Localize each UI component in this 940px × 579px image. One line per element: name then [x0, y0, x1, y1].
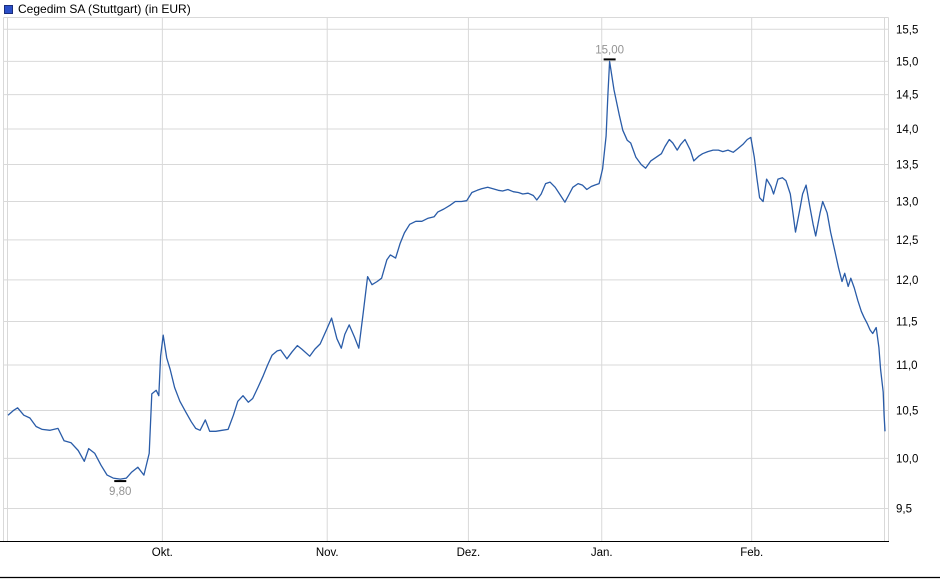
x-month-label: Nov.: [316, 547, 339, 559]
low-value-label: 9,80: [109, 486, 131, 498]
y-tick-label: 15,0: [896, 56, 918, 68]
y-tick-label: 10,5: [896, 406, 918, 418]
y-tick-label: 14,5: [896, 90, 918, 102]
chart-title: Cegedim SA (Stuttgart) (in EUR): [18, 2, 191, 16]
y-tick-label: 13,0: [896, 196, 918, 208]
x-month-label: Okt.: [152, 547, 173, 559]
y-tick-label: 12,5: [896, 235, 918, 247]
x-month-label: Feb.: [740, 547, 763, 559]
high-value-label: 15,00: [595, 44, 624, 56]
y-tick-label: 11,0: [896, 360, 918, 372]
price-line: [7, 60, 886, 480]
x-month-label: Dez.: [457, 547, 481, 559]
y-tick-label: 15,5: [896, 24, 918, 36]
y-tick-label: 11,5: [896, 316, 918, 328]
legend-marker-icon: [4, 4, 13, 14]
x-month-label: Jan.: [591, 547, 613, 559]
chart-header: Cegedim SA (Stuttgart) (in EUR): [4, 2, 191, 16]
y-tick-label: 13,5: [896, 160, 918, 172]
y-tick-label: 14,0: [896, 124, 918, 136]
y-tick-label: 10,0: [896, 453, 918, 465]
y-tick-label: 12,0: [896, 275, 918, 287]
y-tick-label: 9,5: [896, 504, 912, 516]
